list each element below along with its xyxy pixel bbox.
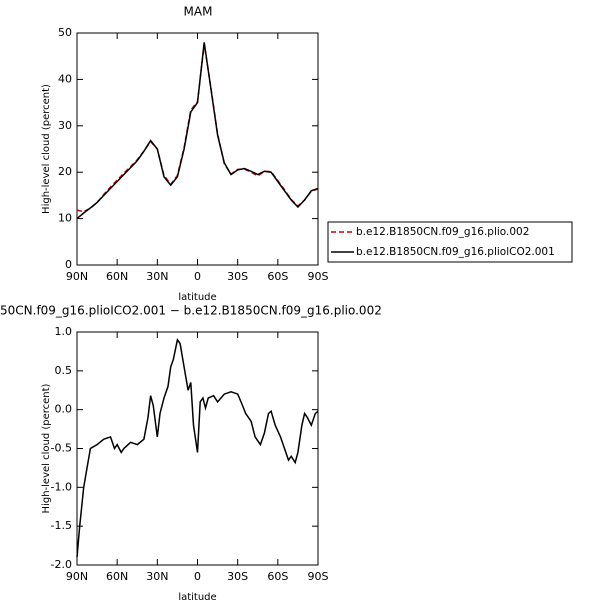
x-tick-label: 30S <box>227 270 248 283</box>
y-tick-label: -0.5 <box>51 442 72 455</box>
x-tick-label: 90N <box>66 570 88 583</box>
y-tick-label: 50 <box>58 26 72 39</box>
y-tick-label: -1.0 <box>51 480 72 493</box>
legend-box <box>327 221 573 263</box>
plot-frame <box>76 32 319 266</box>
y-tick-label: -2.0 <box>51 558 72 571</box>
chart-title: 50CN.f09_g16.plioICO2.001 − b.e12.B1850C… <box>0 304 382 318</box>
legend-label: b.e12.B1850CN.f09_g16.plio.002 <box>356 226 529 238</box>
x-tick-label: 0 <box>194 570 201 583</box>
y-axis-label: High-level cloud (percent) <box>41 84 52 214</box>
x-tick-label: 30N <box>146 270 168 283</box>
y-tick-label: 0.5 <box>55 364 73 377</box>
x-tick-label: 90S <box>308 570 329 583</box>
chart-title: MAM <box>184 5 213 19</box>
y-axis-label: High-level cloud (percent) <box>41 383 52 513</box>
x-tick-label: 60S <box>267 570 288 583</box>
x-tick-label: 90N <box>66 270 88 283</box>
legend-label: b.e12.B1850CN.f09_g16.pliolCO2.001 <box>356 246 555 258</box>
y-tick-label: 40 <box>58 72 72 85</box>
x-tick-label: 30S <box>227 570 248 583</box>
y-tick-label: 20 <box>58 165 72 178</box>
x-axis-label: latitude <box>178 292 216 303</box>
x-tick-label: 30N <box>146 570 168 583</box>
x-axis-label: latitude <box>178 592 216 603</box>
y-tick-label: 30 <box>58 119 72 132</box>
data-line <box>76 42 319 220</box>
x-tick-label: 60S <box>267 270 288 283</box>
y-tick-label: 0 <box>65 258 72 271</box>
x-tick-label: 0 <box>194 270 201 283</box>
x-tick-label: 60N <box>106 570 128 583</box>
x-tick-label: 90S <box>308 270 329 283</box>
y-tick-label: -1.5 <box>51 519 72 532</box>
y-tick-label: 1.0 <box>55 325 73 338</box>
y-tick-label: 10 <box>58 212 72 225</box>
data-line <box>76 337 319 558</box>
y-tick-label: 0.0 <box>55 403 73 416</box>
x-tick-label: 60N <box>106 270 128 283</box>
